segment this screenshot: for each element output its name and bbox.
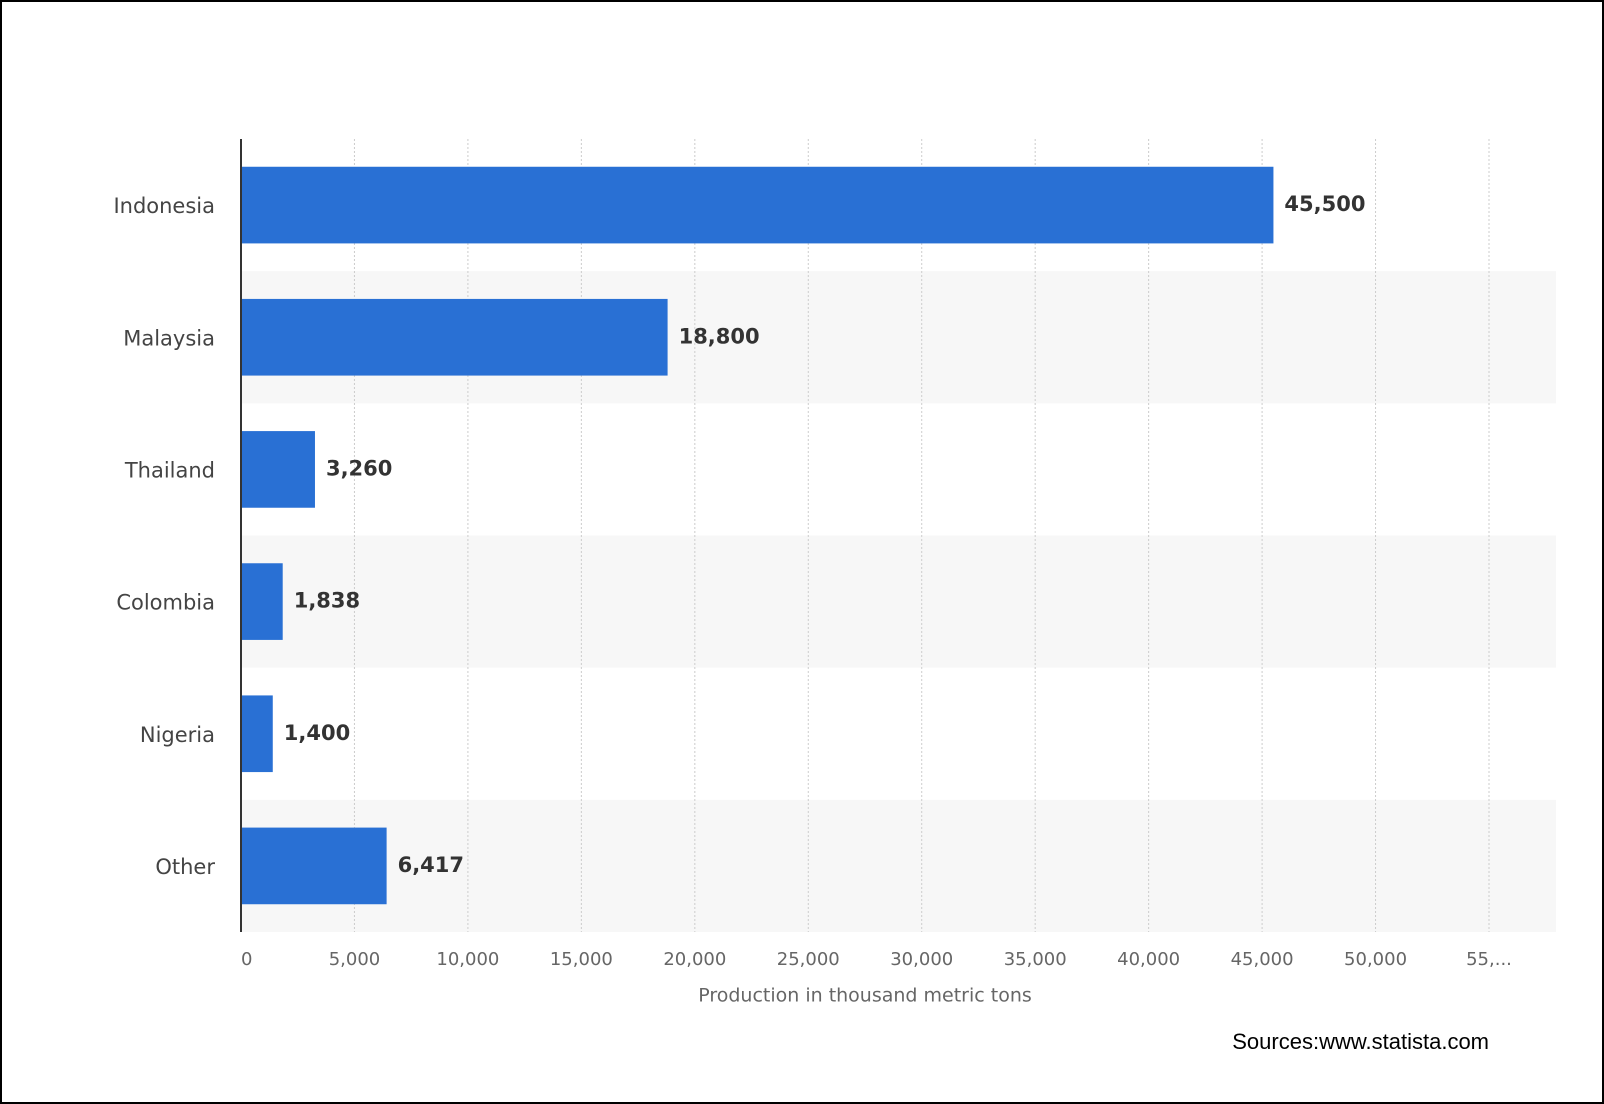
y-tick-label: Colombia — [116, 591, 215, 615]
y-tick-label: Malaysia — [123, 326, 215, 350]
x-tick-label: 45,000 — [1231, 949, 1294, 970]
y-tick-label: Nigeria — [140, 723, 215, 747]
bar — [241, 431, 315, 508]
x-tick-label: 30,000 — [890, 949, 953, 970]
value-label: 6,417 — [398, 853, 464, 877]
value-label: 45,500 — [1284, 192, 1365, 216]
row-band — [241, 799, 1556, 932]
x-tick-label: 15,000 — [550, 949, 613, 970]
source: Sources:www.statista.com — [1232, 1029, 1489, 1054]
x-tick-label: 50,000 — [1344, 949, 1407, 970]
x-tick-label: 35,000 — [1004, 949, 1067, 970]
value-label: 3,260 — [326, 456, 392, 480]
y-tick-label: Thailand — [124, 458, 215, 482]
x-tick-label: 0 — [241, 949, 252, 970]
x-tick-label: 10,000 — [436, 949, 499, 970]
x-tick-label: 40,000 — [1117, 949, 1180, 970]
bar — [241, 563, 283, 640]
bar — [241, 298, 668, 376]
value-label: 1,838 — [294, 589, 360, 613]
value-label: 18,800 — [679, 324, 760, 348]
bar — [241, 827, 387, 905]
row-band — [241, 535, 1556, 668]
x-axis-label: Production in thousand metric tons — [698, 985, 1032, 1007]
x-tick-label: 20,000 — [663, 949, 726, 970]
x-tick-label: 5,000 — [329, 949, 381, 970]
bar — [241, 695, 273, 773]
x-tick-label: 55,... — [1466, 949, 1512, 970]
y-tick-label: Indonesia — [113, 194, 215, 218]
x-tick-label: 25,000 — [777, 949, 840, 970]
y-tick-label: Other — [155, 855, 215, 879]
value-label: 1,400 — [284, 721, 350, 745]
bar — [241, 166, 1274, 244]
